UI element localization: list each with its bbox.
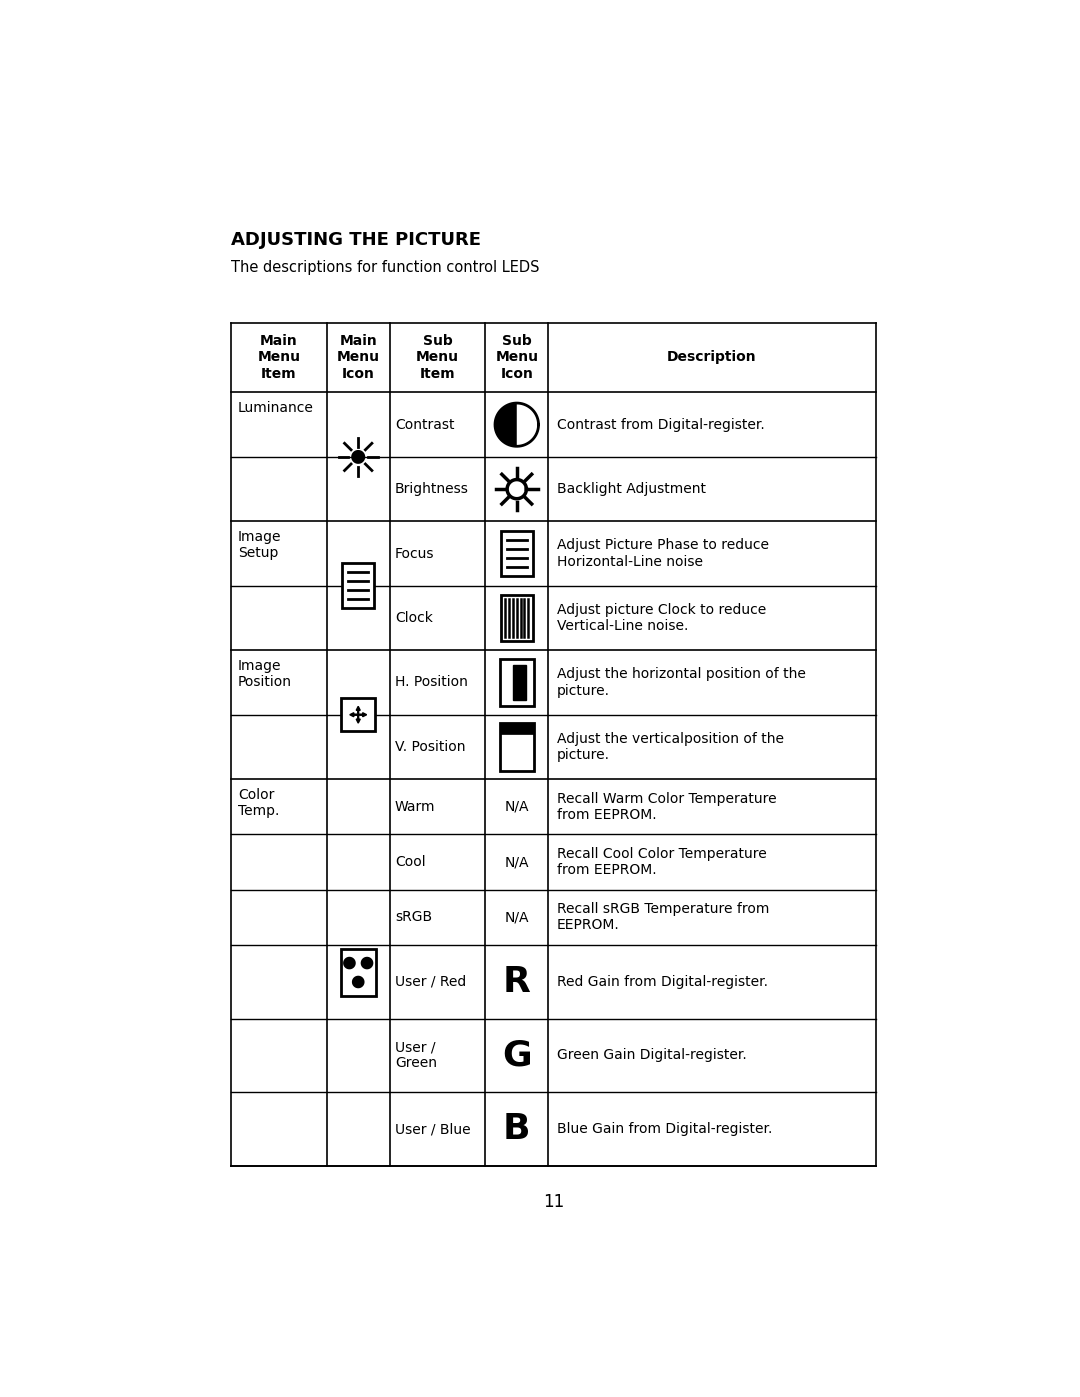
FancyArrow shape bbox=[356, 707, 361, 714]
Text: N/A: N/A bbox=[504, 855, 529, 869]
Text: User / Red: User / Red bbox=[395, 975, 467, 989]
Polygon shape bbox=[501, 531, 532, 576]
Polygon shape bbox=[495, 404, 516, 446]
Text: N/A: N/A bbox=[504, 911, 529, 925]
Text: V. Position: V. Position bbox=[395, 740, 465, 754]
Text: Blue Gain from Digital-register.: Blue Gain from Digital-register. bbox=[556, 1122, 772, 1136]
Text: Luminance: Luminance bbox=[238, 401, 314, 415]
Polygon shape bbox=[513, 665, 526, 700]
Text: Focus: Focus bbox=[395, 546, 434, 560]
Text: User /
Green: User / Green bbox=[395, 1041, 436, 1070]
FancyArrow shape bbox=[356, 717, 361, 724]
Text: Green Gain Digital-register.: Green Gain Digital-register. bbox=[556, 1048, 746, 1062]
FancyArrow shape bbox=[350, 712, 356, 717]
Text: Recall Cool Color Temperature
from EEPROM.: Recall Cool Color Temperature from EEPRO… bbox=[556, 847, 767, 877]
Polygon shape bbox=[501, 595, 532, 641]
FancyArrow shape bbox=[360, 712, 366, 717]
Text: Recall sRGB Temperature from
EEPROM.: Recall sRGB Temperature from EEPROM. bbox=[556, 902, 769, 932]
Text: Main
Menu
Item: Main Menu Item bbox=[257, 334, 300, 381]
Polygon shape bbox=[343, 957, 355, 970]
Text: User / Blue: User / Blue bbox=[395, 1122, 471, 1136]
Text: Warm: Warm bbox=[395, 800, 435, 814]
Text: B: B bbox=[503, 1112, 530, 1146]
Text: Red Gain from Digital-register.: Red Gain from Digital-register. bbox=[556, 975, 768, 989]
Text: Clock: Clock bbox=[395, 610, 433, 624]
Text: Contrast from Digital-register.: Contrast from Digital-register. bbox=[556, 418, 765, 432]
Text: Sub
Menu
Item: Sub Menu Item bbox=[416, 334, 459, 381]
Text: Image
Position: Image Position bbox=[238, 659, 292, 689]
Text: Main
Menu
Icon: Main Menu Icon bbox=[337, 334, 380, 381]
Text: Image
Setup: Image Setup bbox=[238, 529, 282, 560]
Text: Adjust the horizontal position of the
picture.: Adjust the horizontal position of the pi… bbox=[556, 668, 806, 697]
Text: Adjust the verticalposition of the
picture.: Adjust the verticalposition of the pictu… bbox=[556, 732, 784, 761]
Polygon shape bbox=[341, 698, 375, 732]
Text: Adjust Picture Phase to reduce
Horizontal-Line noise: Adjust Picture Phase to reduce Horizonta… bbox=[556, 538, 769, 569]
Text: Cool: Cool bbox=[395, 855, 426, 869]
Polygon shape bbox=[342, 563, 374, 609]
Text: Backlight Adjustment: Backlight Adjustment bbox=[556, 482, 705, 496]
Text: The descriptions for function control LEDS: The descriptions for function control LE… bbox=[231, 260, 540, 275]
Text: Adjust picture Clock to reduce
Vertical-Line noise.: Adjust picture Clock to reduce Vertical-… bbox=[556, 604, 766, 633]
Text: Color
Temp.: Color Temp. bbox=[238, 788, 280, 819]
Polygon shape bbox=[500, 724, 534, 733]
Polygon shape bbox=[351, 450, 365, 464]
Text: R: R bbox=[503, 965, 530, 999]
Text: Contrast: Contrast bbox=[395, 418, 455, 432]
Text: N/A: N/A bbox=[504, 800, 529, 814]
Text: Brightness: Brightness bbox=[395, 482, 469, 496]
Polygon shape bbox=[352, 975, 365, 988]
Text: G: G bbox=[502, 1038, 531, 1073]
Text: Recall Warm Color Temperature
from EEPROM.: Recall Warm Color Temperature from EEPRO… bbox=[556, 792, 777, 821]
Text: H. Position: H. Position bbox=[395, 676, 468, 690]
Polygon shape bbox=[361, 957, 374, 970]
Text: 11: 11 bbox=[543, 1193, 564, 1211]
Text: ADJUSTING THE PICTURE: ADJUSTING THE PICTURE bbox=[231, 232, 482, 250]
Text: Description: Description bbox=[667, 351, 757, 365]
Text: sRGB: sRGB bbox=[395, 911, 432, 925]
Polygon shape bbox=[356, 712, 360, 717]
Text: Sub
Menu
Icon: Sub Menu Icon bbox=[496, 334, 538, 381]
